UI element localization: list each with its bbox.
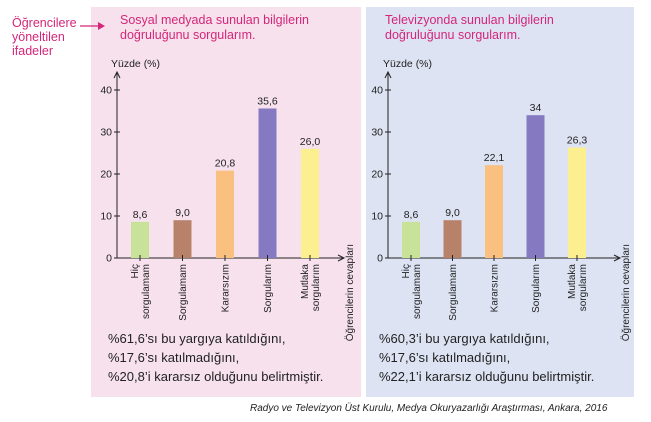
right-x-axis-label: Öğrencilerin cevapları bbox=[620, 244, 632, 341]
left-stats-text: %61,6’sı bu yargıya katıldığını, %17,6’s… bbox=[108, 329, 323, 386]
title-line: doğruluğunu sorgularım. bbox=[120, 28, 256, 42]
stat-line: %22,1’i kararsız olduğunu belirtmiştir. bbox=[379, 369, 595, 384]
stat-line: %61,6’sı bu yargıya katıldığını, bbox=[108, 331, 286, 346]
right-bar bbox=[402, 221, 420, 258]
stat-line: %60,3’i bu yargıya katıldığını, bbox=[379, 331, 550, 346]
source-citation: Radyo ve Televizyon Üst Kurulu, Medya Ok… bbox=[250, 403, 608, 414]
right-y-tick-label: 0 bbox=[377, 253, 383, 265]
left-y-tick-label: 40 bbox=[100, 85, 112, 97]
right-chart-title: Televizyonda sunulan bilgilerin doğruluğ… bbox=[385, 13, 625, 43]
left-category-label-line: Sorgularım bbox=[263, 264, 274, 313]
left-category-label-line: Mutlaka bbox=[300, 264, 311, 299]
left-category-label: Hiç sorgulamam bbox=[130, 264, 152, 319]
annotation-arrow-icon bbox=[80, 22, 105, 30]
left-value-label: 20,8 bbox=[215, 158, 236, 170]
right-category-label-line: Sorgularım bbox=[531, 264, 542, 313]
right-category-label-line: Sorgulamam bbox=[448, 264, 459, 321]
left-category-label: Kararsızım bbox=[221, 264, 232, 312]
right-x-axis-label-text: Öğrencilerin cevapları bbox=[620, 244, 632, 341]
right-category-label-line: Mutlaka bbox=[567, 264, 578, 299]
title-line: doğruluğunu sorgularım. bbox=[385, 28, 521, 42]
annotation-line: ifadeler bbox=[12, 44, 53, 58]
left-bar bbox=[301, 148, 319, 258]
right-category-label: Sorgularım bbox=[531, 264, 542, 313]
right-category-label-line: sorgularım bbox=[578, 264, 589, 311]
left-y-tick-label: 30 bbox=[100, 127, 112, 139]
right-category-label-line: Kararsızım bbox=[490, 264, 501, 312]
right-value-label: 9,0 bbox=[445, 207, 460, 219]
annotation-label: Öğrencilere yöneltilen ifadeler bbox=[12, 16, 90, 58]
stat-line: %20,8’i kararsız olduğunu belirtmiştir. bbox=[108, 369, 324, 384]
right-y-axis-label: Yüzde (%) bbox=[383, 58, 433, 70]
left-x-axis-label-text: Öğrencilerin cevapları bbox=[344, 244, 356, 341]
right-x-axis-arrow-icon bbox=[613, 254, 622, 262]
left-y-tick-label: 20 bbox=[100, 169, 112, 181]
annotation-line: yöneltilen bbox=[12, 30, 65, 44]
right-category-label: Mutlaka sorgularım bbox=[567, 264, 589, 312]
left-value-label: 9,0 bbox=[175, 207, 190, 219]
left-y-axis-label: Yüzde (%) bbox=[111, 58, 161, 70]
left-category-label: Mutlaka sorgularım bbox=[300, 264, 322, 312]
left-value-label: 8,6 bbox=[133, 209, 148, 221]
left-category-label: Sorgulamam bbox=[178, 264, 189, 321]
right-bar bbox=[443, 220, 462, 258]
annotation-line: Öğrencilere bbox=[12, 16, 77, 30]
right-category-label-line: Hiç bbox=[401, 264, 412, 278]
left-bar bbox=[258, 108, 277, 258]
right-value-label: 8,6 bbox=[404, 209, 419, 221]
left-category-label-line: Sorgulamam bbox=[178, 264, 189, 321]
left-bar bbox=[131, 221, 149, 258]
left-bar bbox=[216, 170, 234, 258]
left-category-label-line: Kararsızım bbox=[221, 264, 232, 312]
stat-line: %17,6’sı katılmadığını, bbox=[379, 350, 511, 365]
right-bar bbox=[568, 147, 586, 258]
title-line: Sosyal medyada sunulan bilgilerin bbox=[120, 13, 310, 27]
right-category-label: Kararsızım bbox=[490, 264, 501, 312]
right-value-label: 22,1 bbox=[484, 152, 505, 164]
left-category-label-line: Hiç bbox=[130, 264, 141, 278]
left-bar bbox=[173, 220, 192, 258]
right-stats-text: %60,3’i bu yargıya katıldığını, %17,6’sı… bbox=[379, 329, 594, 386]
left-x-axis-arrow-icon bbox=[337, 254, 346, 262]
right-y-axis-arrow-icon bbox=[384, 70, 392, 79]
left-x-axis-label: Öğrencilerin cevapları bbox=[344, 244, 356, 341]
left-value-label: 26,0 bbox=[300, 136, 321, 148]
right-bar bbox=[485, 165, 503, 258]
left-y-axis-arrow-icon bbox=[113, 70, 121, 79]
left-category-label-line: sorgularım bbox=[311, 264, 322, 311]
stat-line: %17,6’sı katılmadığını, bbox=[108, 350, 240, 365]
right-y-tick-label: 20 bbox=[371, 169, 383, 181]
left-y-tick-label: 0 bbox=[106, 253, 112, 265]
left-category-label: Sorgularım bbox=[263, 264, 274, 313]
left-value-label: 35,6 bbox=[257, 95, 278, 107]
left-category-label-line: sorgulamam bbox=[141, 264, 152, 319]
title-line: Televizyonda sunulan bilgilerin bbox=[385, 13, 554, 27]
left-y-tick-label: 10 bbox=[100, 211, 112, 223]
right-value-label: 26,3 bbox=[567, 135, 588, 147]
right-value-label: 34 bbox=[530, 102, 542, 114]
right-category-label: Sorgulamam bbox=[448, 264, 459, 321]
right-category-label: Hiç sorgulamam bbox=[401, 264, 423, 319]
left-chart-title: Sosyal medyada sunulan bilgilerin doğrul… bbox=[120, 13, 360, 43]
right-y-tick-label: 40 bbox=[371, 85, 383, 97]
right-y-tick-label: 10 bbox=[371, 211, 383, 223]
right-bar bbox=[526, 115, 545, 258]
right-category-label-line: sorgulamam bbox=[412, 264, 423, 319]
right-y-tick-label: 30 bbox=[371, 127, 383, 139]
